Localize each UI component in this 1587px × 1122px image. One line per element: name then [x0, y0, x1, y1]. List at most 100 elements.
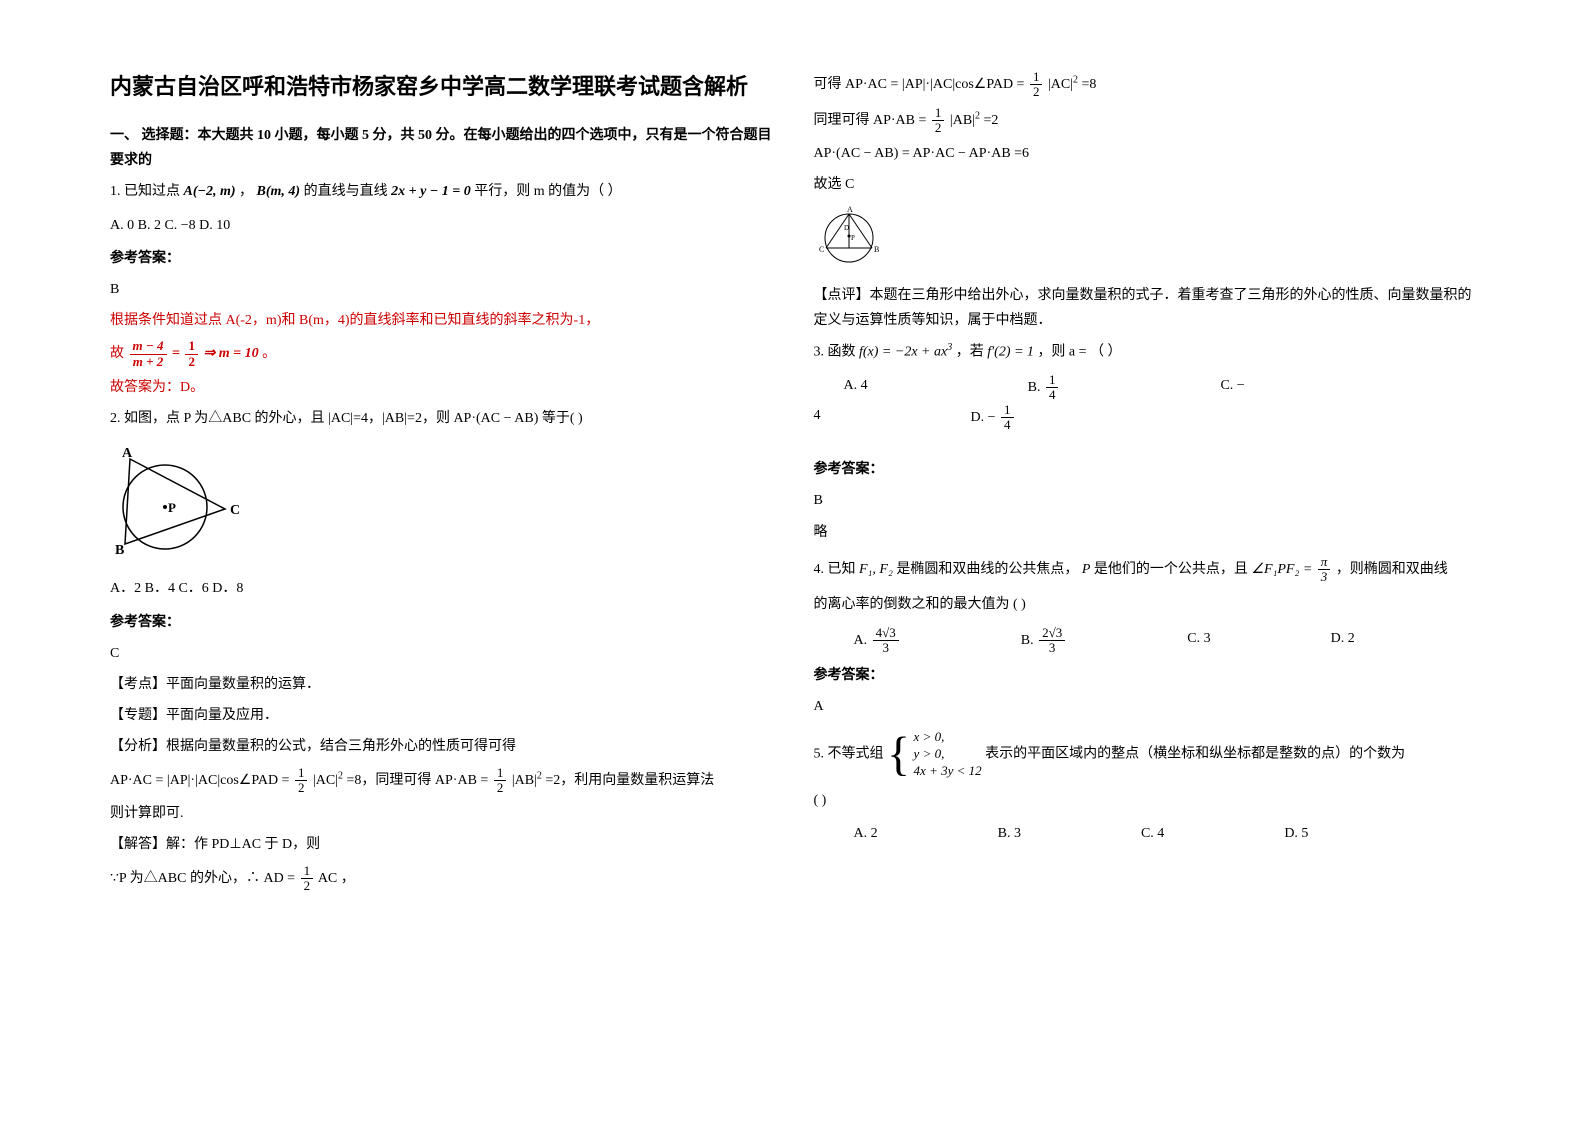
q1-mid2: 的直线与直线 [304, 184, 388, 199]
svg-text:A: A [847, 206, 853, 214]
q1-eq: 2x + y − 1 = 0 [391, 184, 471, 199]
q3-b: B. 1 4 [1028, 373, 1061, 403]
q2-l1-frac2: 1 2 [494, 766, 507, 796]
svg-text:C: C [230, 503, 240, 518]
r1-post: |AC| [1048, 77, 1073, 92]
question-1: 1. 已知过点 A(−2, m) ， B(m, 4) 的直线与直线 2x + y… [110, 179, 774, 204]
q4-answer-label: 参考答案： [814, 663, 1478, 688]
r2-sup: 2 [975, 110, 980, 121]
q3-mid: ，若 [956, 345, 988, 360]
q4-end: ，则椭圆和双曲线 [1336, 562, 1448, 577]
question-4: 4. 已知 F₁, F₂ 是椭圆和双曲线的公共焦点， P 是他们的一个公共点，且… [814, 555, 1478, 585]
question-2: 2. 如图，点 P 为△ABC 的外心，且 |AC|=4，|AB|=2，则 AP… [110, 406, 774, 431]
q4-mid2: 是他们的一个公共点，且 [1094, 562, 1252, 577]
q1-period: 。 [262, 346, 276, 361]
q5-d: D. 5 [1284, 821, 1308, 846]
q4-pre: 4. 已知 [814, 562, 860, 577]
svg-text:B: B [115, 543, 124, 558]
r1-sup: 2 [1073, 74, 1078, 85]
q2-l1-pre: AP·AC = |AP|·|AC|cos∠PAD = [110, 773, 293, 788]
section1-header: 一、 选择题：本大题共 10 小题，每小题 5 分，共 50 分。在每小题给出的… [110, 123, 774, 173]
q1-answer-letter: B [110, 277, 774, 302]
svg-text:C: C [819, 245, 824, 254]
q2-figure-triangle: A C B P [110, 439, 774, 568]
q1-mid1: ， [239, 184, 253, 199]
q5-end: 表示的平面区域内的整点（横坐标和纵坐标都是整数的点）的个数为 [985, 747, 1405, 762]
q4-a: A. 4√3 3 [854, 626, 901, 656]
svg-text:P: P [851, 234, 855, 242]
q4-angle-frac: π 3 [1318, 555, 1331, 585]
q1-point-b: B(m, 4) [257, 184, 301, 199]
q5-a: A. 2 [854, 821, 878, 846]
q4-line2: 的离心率的倒数之和的最大值为 ( ) [814, 592, 1478, 617]
r2-end: =2 [983, 113, 998, 128]
q3-pre: 3. 函数 [814, 345, 860, 360]
q1-answer-p1: 根据条件知道过点 A(-2，m)和 B(m，4)的直线斜率和已知直线的斜率之积为… [110, 308, 774, 333]
q4-c: C. 3 [1187, 626, 1210, 656]
q5-pre: 5. 不等式组 [814, 747, 888, 762]
right-column: 可得 AP·AC = |AP|·|AC|cos∠PAD = 1 2 |AC|2 … [794, 70, 1498, 1052]
q1-answer-frac: 故 m − 4 m + 2 = 1 2 ⇒ m = 10 。 [110, 339, 774, 369]
q2-l1-post: |AC| [313, 773, 338, 788]
q1-frac-eq: = [172, 346, 183, 361]
q2-line1a: 则计算即可. [110, 801, 774, 826]
q4-angle-pre: ∠F₁PF₂ = [1251, 562, 1315, 577]
q3-a: A. 4 [844, 373, 868, 403]
svg-text:P: P [168, 500, 176, 515]
q3-brief: 略 [814, 520, 1478, 545]
q4-f: F₁, F₂ [859, 562, 893, 577]
q5-system: x > 0, y > 0, 4x + 3y < 12 [914, 729, 982, 780]
q2-answer-letter: C [110, 641, 774, 666]
q2-figure-small: A C B D P [814, 206, 1478, 275]
q2-l1-end2: |AB| [512, 773, 537, 788]
r2-frac: 1 2 [932, 106, 945, 136]
q2-l1-end1: =8，同理可得 AP·AB = [347, 773, 492, 788]
q3-answer-letter: B [814, 488, 1478, 513]
q2-options: A．2 B．4 C．6 D．8 [110, 576, 774, 601]
q2-l3-pre: ∵P 为△ABC 的外心，∴ AD = [110, 871, 299, 886]
q4-mid1: 是椭圆和双曲线的公共焦点， [896, 562, 1078, 577]
r1-pre: 可得 AP·AC = |AP|·|AC|cos∠PAD = [814, 77, 1028, 92]
q3-fp: f′(2) = 1 [987, 345, 1034, 360]
q3-options-row2: 4 D. − 1 4 [814, 403, 1478, 433]
r2: 同理可得 AP·AB = 1 2 |AB|2 =2 [814, 106, 1478, 136]
r2-post: |AB| [950, 113, 975, 128]
q3-fx: f(x) = −2x + ax [859, 345, 947, 360]
r5: 【点评】本题在三角形中给出外心，求向量数量积的式子．着重考查了三角形的外心的性质… [814, 283, 1478, 333]
q3-answer-label: 参考答案： [814, 457, 1478, 482]
q2-l1-sup2: 2 [537, 770, 542, 781]
q1-frac1: m − 4 m + 2 [130, 339, 167, 369]
q5-c: C. 4 [1141, 821, 1164, 846]
q2-analysis3: 【分析】根据向量数量积的公式，结合三角形外心的性质可得可得 [110, 734, 774, 759]
q4-answer-letter: A [814, 694, 1478, 719]
q5-b: B. 3 [998, 821, 1021, 846]
left-column: 内蒙古自治区呼和浩特市杨家窑乡中学高二数学理联考试题含解析 一、 选择题：本大题… [90, 70, 794, 1052]
q1-final: 故答案为：D。 [110, 375, 774, 400]
brace-icon: { [887, 728, 910, 781]
q2-l1-end3: =2，利用向量数量积运算法 [545, 773, 714, 788]
q2-l1-frac: 1 2 [295, 766, 308, 796]
q3-options-row1: A. 4 B. 1 4 C. − [844, 373, 1478, 403]
q2-l1-sup: 2 [338, 770, 343, 781]
r3: AP·(AC − AB) = AP·AC − AP·AB =6 [814, 141, 1478, 166]
q1-frac-pre: 故 [110, 346, 128, 361]
q1-text: 1. 已知过点 [110, 184, 180, 199]
q4-d: D. 2 [1331, 626, 1355, 656]
r4: 故选 C [814, 172, 1478, 197]
q1-frac-post: ⇒ m = 10 [203, 346, 258, 361]
page-title: 内蒙古自治区呼和浩特市杨家窑乡中学高二数学理联考试题含解析 [110, 70, 774, 103]
q5-options: A. 2 B. 3 C. 4 D. 5 [854, 821, 1478, 846]
q2-analysis2: 【专题】平面向量及应用． [110, 703, 774, 728]
q2-math-line1: AP·AC = |AP|·|AC|cos∠PAD = 1 2 |AC|2 =8，… [110, 766, 774, 796]
q3-d: D. − 1 4 [971, 403, 1016, 433]
r1: 可得 AP·AC = |AP|·|AC|cos∠PAD = 1 2 |AC|2 … [814, 70, 1478, 100]
q3-row2-a: 4 [814, 403, 821, 433]
q2-analysis1: 【考点】平面向量数量积的运算． [110, 672, 774, 697]
q2-l3-end: AC [318, 871, 337, 886]
q5-paren: ( ) [814, 788, 1478, 813]
q1-frac2: 1 2 [185, 339, 198, 369]
svg-text:D: D [844, 224, 849, 232]
q4-p: P [1082, 562, 1091, 577]
r1-end: =8 [1082, 77, 1097, 92]
q3-c: C. − [1220, 373, 1244, 403]
